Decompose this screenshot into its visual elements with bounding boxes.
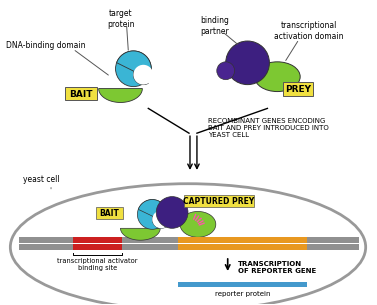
FancyBboxPatch shape bbox=[184, 195, 253, 207]
Polygon shape bbox=[138, 199, 167, 228]
Ellipse shape bbox=[254, 62, 300, 92]
Polygon shape bbox=[121, 228, 160, 240]
Circle shape bbox=[152, 210, 170, 228]
Text: CAPTURED PREY: CAPTURED PREY bbox=[183, 197, 254, 206]
Bar bbox=[19, 244, 359, 250]
Circle shape bbox=[137, 199, 167, 229]
Text: BAIT: BAIT bbox=[100, 209, 120, 218]
Text: PREY: PREY bbox=[285, 85, 311, 94]
Circle shape bbox=[217, 62, 234, 80]
Text: reporter protein: reporter protein bbox=[215, 291, 270, 297]
Polygon shape bbox=[99, 88, 143, 102]
Bar bbox=[73, 237, 123, 243]
Text: yeast cell: yeast cell bbox=[23, 175, 60, 184]
FancyBboxPatch shape bbox=[65, 87, 97, 100]
Polygon shape bbox=[116, 51, 151, 84]
Ellipse shape bbox=[180, 211, 216, 237]
Circle shape bbox=[156, 197, 188, 228]
Bar bbox=[178, 282, 307, 287]
Bar bbox=[178, 244, 307, 250]
Text: transcriptional activator
binding site: transcriptional activator binding site bbox=[57, 258, 138, 271]
Text: DNA-binding domain: DNA-binding domain bbox=[6, 41, 86, 51]
Text: RECOMBINANT GENES ENCODING
BAIT AND PREY INTRODUCED INTO
YEAST CELL: RECOMBINANT GENES ENCODING BAIT AND PREY… bbox=[208, 118, 329, 138]
Bar bbox=[19, 237, 359, 243]
Bar bbox=[73, 244, 123, 250]
FancyBboxPatch shape bbox=[96, 206, 124, 219]
Text: binding
partner: binding partner bbox=[200, 16, 229, 36]
Text: TRANSCRIPTION
OF REPORTER GENE: TRANSCRIPTION OF REPORTER GENE bbox=[238, 261, 316, 274]
Bar bbox=[178, 237, 307, 243]
Ellipse shape bbox=[10, 184, 366, 305]
FancyBboxPatch shape bbox=[283, 82, 313, 95]
Circle shape bbox=[133, 65, 153, 84]
Text: transcriptional
activation domain: transcriptional activation domain bbox=[274, 21, 344, 41]
Circle shape bbox=[115, 51, 151, 87]
Circle shape bbox=[226, 41, 270, 84]
Text: target
protein: target protein bbox=[107, 9, 134, 29]
Text: BAIT: BAIT bbox=[69, 90, 92, 99]
